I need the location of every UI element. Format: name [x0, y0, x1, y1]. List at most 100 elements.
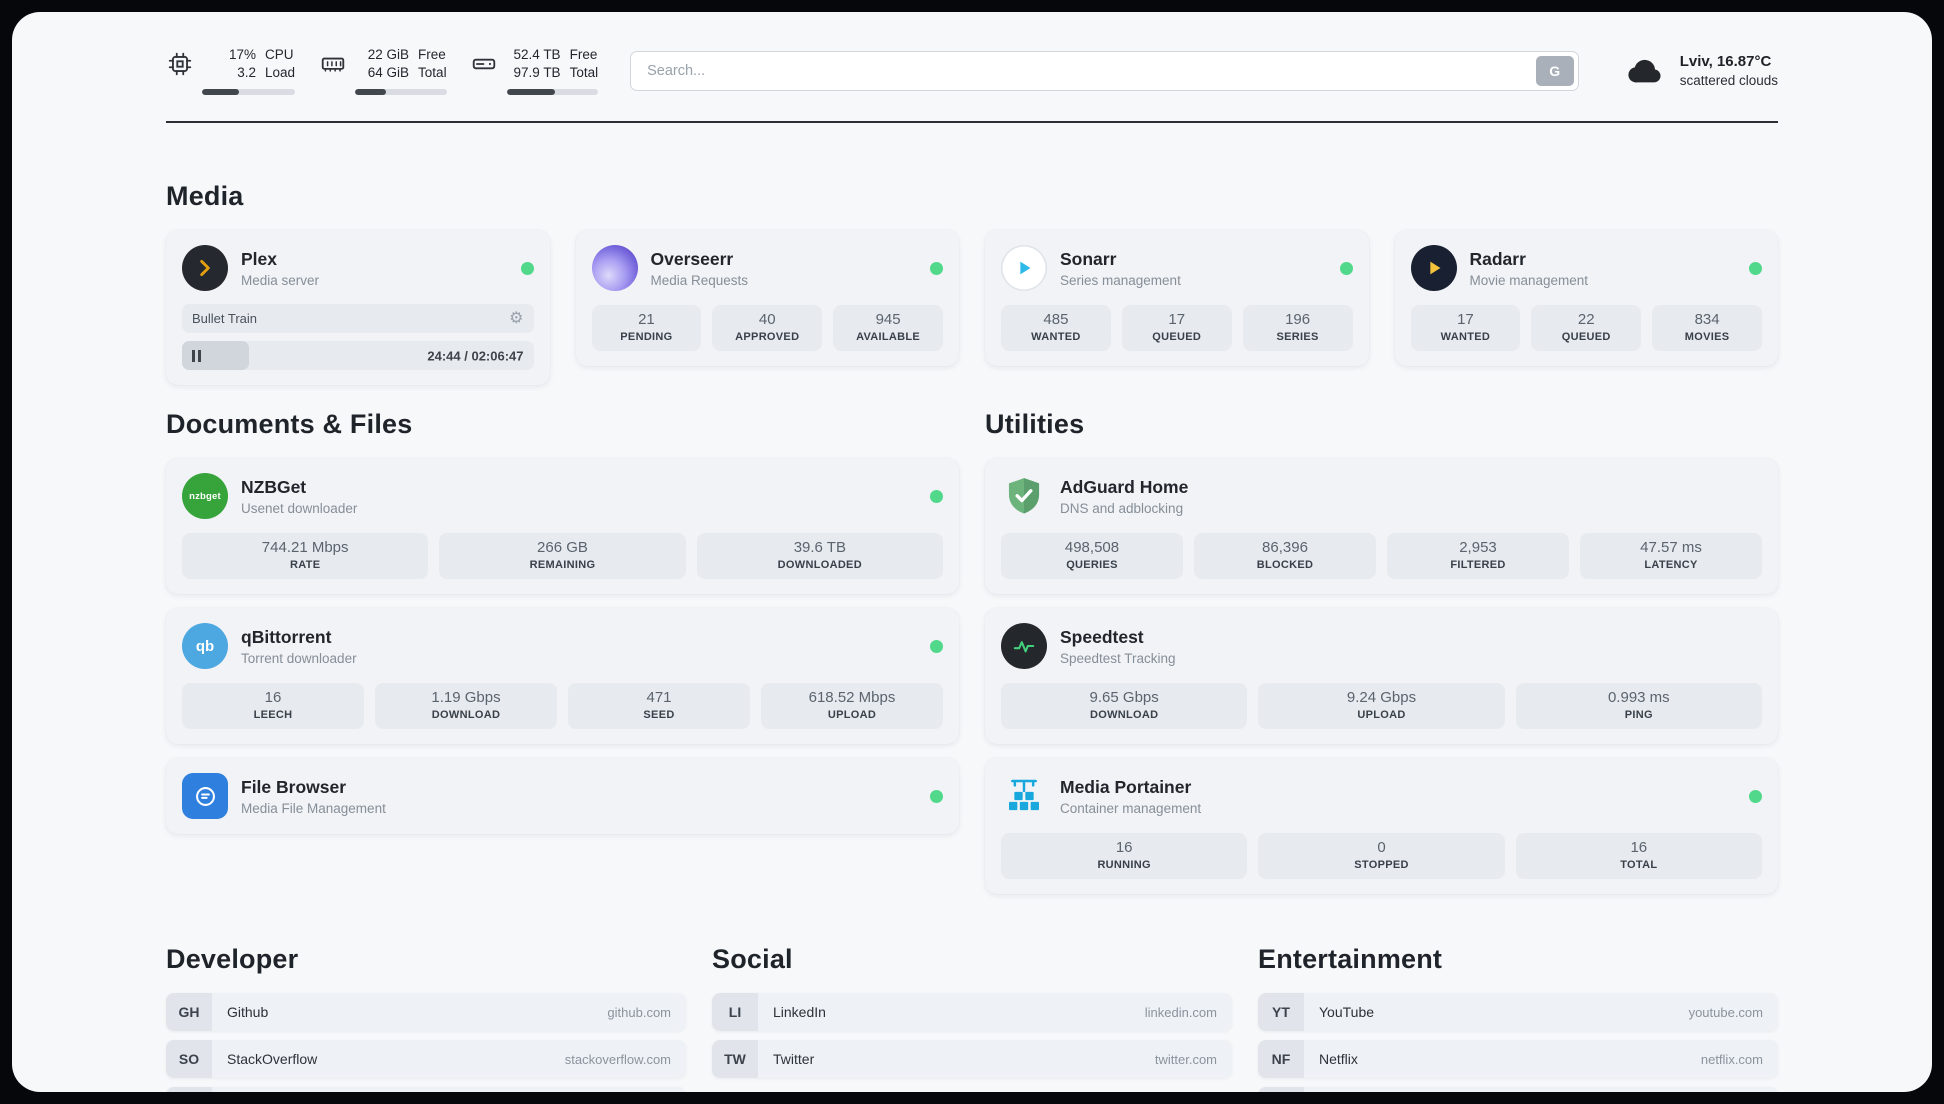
adguard-card[interactable]: AdGuard Home DNS and adblocking 498,508 …: [985, 458, 1778, 595]
stat-label: DOWNLOAD: [1089, 709, 1159, 722]
link-netflix[interactable]: NF Netflix netflix.com: [1258, 1040, 1778, 1079]
nzbget-icon-text: nzbget: [189, 490, 221, 502]
stat-label: TOTAL: [1620, 859, 1658, 872]
cloud-icon: [1625, 50, 1667, 92]
stat-box: 39.6 TB DOWNLOADED: [696, 533, 943, 580]
utilities-section: Utilities AdGuard Home: [985, 409, 1778, 908]
app-subtitle: Torrent downloader: [241, 650, 357, 666]
entertainment-heading: Entertainment: [1258, 944, 1443, 975]
stat-box: 9.65 Gbps DOWNLOAD: [1001, 683, 1248, 730]
stat-value: 17: [1457, 311, 1474, 329]
stat-label: PENDING: [620, 331, 673, 344]
topbar-divider: [166, 121, 1778, 124]
stat-label: PING: [1624, 709, 1653, 722]
stat-label: SEED: [643, 709, 675, 722]
playback-time: 24:44 / 02:06:47: [427, 348, 524, 364]
link-youtube[interactable]: YT YouTube youtube.com: [1258, 993, 1778, 1032]
link-abbr: RE: [1258, 1087, 1304, 1092]
stat-label: LEECH: [253, 709, 293, 722]
stat-value: 9.24 Gbps: [1346, 689, 1417, 707]
stat-value: 0.993 ms: [1607, 689, 1670, 707]
link-twitter[interactable]: TW Twitter twitter.com: [712, 1040, 1232, 1079]
app-title: Sonarr: [1060, 248, 1117, 269]
stat-box: 266 GB REMAINING: [439, 533, 686, 580]
stat-value: 744.21 Mbps: [261, 539, 349, 557]
cpu-load: 3.2: [237, 65, 256, 81]
link-reddit[interactable]: RE Reddit reddit.com: [1258, 1087, 1778, 1092]
media-section: Media Plex Media server: [166, 181, 1778, 386]
stat-box: 16 RUNNING: [1001, 833, 1248, 880]
sonarr-card[interactable]: Sonarr Series management 485 WANTED 17 Q…: [985, 230, 1369, 367]
stat-value: 21: [638, 311, 655, 329]
stat-value: 16: [264, 689, 282, 707]
cpu-percent: 17%: [228, 47, 256, 62]
search-input[interactable]: [630, 50, 1579, 91]
weather-widget: Lviv, 16.87°C scattered clouds: [1625, 50, 1778, 92]
filebrowser-card[interactable]: File Browser Media File Management: [166, 758, 959, 835]
stat-label: RUNNING: [1097, 859, 1151, 872]
stat-label: LATENCY: [1644, 559, 1698, 572]
link-name: Netflix: [1319, 1051, 1358, 1068]
social-heading: Social: [712, 944, 793, 975]
portainer-card[interactable]: Media Portainer Container management 16 …: [985, 758, 1778, 895]
link-name: Twitter: [773, 1051, 815, 1068]
stat-box: 9.24 Gbps UPLOAD: [1258, 683, 1505, 730]
radarr-card[interactable]: Radarr Movie management 17 WANTED 22 QUE…: [1394, 230, 1778, 367]
stat-label: DOWNLOAD: [431, 709, 501, 722]
stat-box: 618.52 Mbps UPLOAD: [761, 683, 943, 730]
documents-section: Documents & Files nzbget NZBGet Usenet d…: [166, 409, 959, 848]
stat-label: STOPPED: [1354, 859, 1409, 872]
gear-icon[interactable]: ⚙: [509, 309, 524, 327]
playback-progress-bar[interactable]: 24:44 / 02:06:47: [182, 341, 534, 371]
cpu-progress-bar: [202, 89, 296, 96]
nzbget-icon: nzbget: [182, 473, 228, 520]
weather-condition: scattered clouds: [1679, 73, 1778, 89]
qbittorrent-icon-text: qb: [195, 637, 215, 655]
radarr-icon: [1410, 245, 1457, 292]
link-dev[interactable]: DT DEV dev.to: [166, 1087, 686, 1092]
documents-heading: Documents & Files: [166, 409, 413, 440]
ram-free: 22 GiB: [367, 47, 410, 62]
link-abbr: LI: [712, 993, 758, 1032]
stat-value: 618.52 Mbps: [808, 689, 896, 707]
stat-box: 471 SEED: [568, 683, 750, 730]
stat-label: REMAINING: [529, 559, 596, 572]
media-heading: Media: [166, 181, 244, 212]
stat-box: 945 AVAILABLE: [833, 305, 943, 352]
adguard-icon: [1001, 473, 1047, 519]
stat-value: 39.6 TB: [793, 539, 846, 557]
link-url: twitter.com: [1154, 1051, 1217, 1067]
stat-value: 40: [758, 311, 776, 329]
stat-box: 196 SERIES: [1242, 305, 1353, 352]
speedtest-icon: [1001, 623, 1047, 670]
stat-value: 471: [646, 689, 672, 707]
app-subtitle: Container management: [1060, 800, 1202, 816]
dashboard-panel: 17% 3.2 CPU Load: [12, 12, 1932, 1092]
link-linkedin[interactable]: LI LinkedIn linkedin.com: [712, 993, 1232, 1032]
link-github[interactable]: GH Github github.com: [166, 993, 686, 1032]
nzbget-card[interactable]: nzbget NZBGet Usenet downloader 744.21 M…: [166, 458, 959, 595]
link-name: LinkedIn: [773, 1004, 826, 1021]
stat-label: BLOCKED: [1256, 559, 1314, 572]
pause-icon[interactable]: [192, 349, 201, 362]
stat-label: QUERIES: [1066, 559, 1118, 572]
stat-box: 16 LEECH: [182, 683, 364, 730]
plex-icon: [182, 245, 228, 292]
search-engine-button[interactable]: G: [1535, 55, 1574, 86]
speedtest-card[interactable]: Speedtest Speedtest Tracking 9.65 Gbps D…: [985, 608, 1778, 745]
overseerr-card[interactable]: Overseerr Media Requests 21 PENDING 40 A…: [575, 230, 959, 367]
stat-label: UPLOAD: [827, 709, 877, 722]
stat-value: 945: [875, 311, 901, 329]
qbittorrent-card[interactable]: qb qBittorrent Torrent downloader 16 LEE…: [166, 608, 959, 745]
stat-label: UPLOAD: [1357, 709, 1406, 722]
filebrowser-icon: [182, 773, 228, 820]
disk-free: 52.4 TB: [513, 47, 561, 62]
app-subtitle: Media Requests: [650, 272, 749, 288]
status-online-dot: [1749, 789, 1762, 803]
app-title: Plex: [241, 248, 277, 269]
system-metrics: 17% 3.2 CPU Load: [166, 46, 599, 96]
plex-card[interactable]: Plex Media server Bullet Train ⚙ 24:44: [166, 230, 550, 386]
stat-box: 0 STOPPED: [1258, 833, 1505, 880]
stat-value: 9.65 Gbps: [1089, 689, 1159, 707]
link-stackoverflow[interactable]: SO StackOverflow stackoverflow.com: [166, 1040, 686, 1079]
